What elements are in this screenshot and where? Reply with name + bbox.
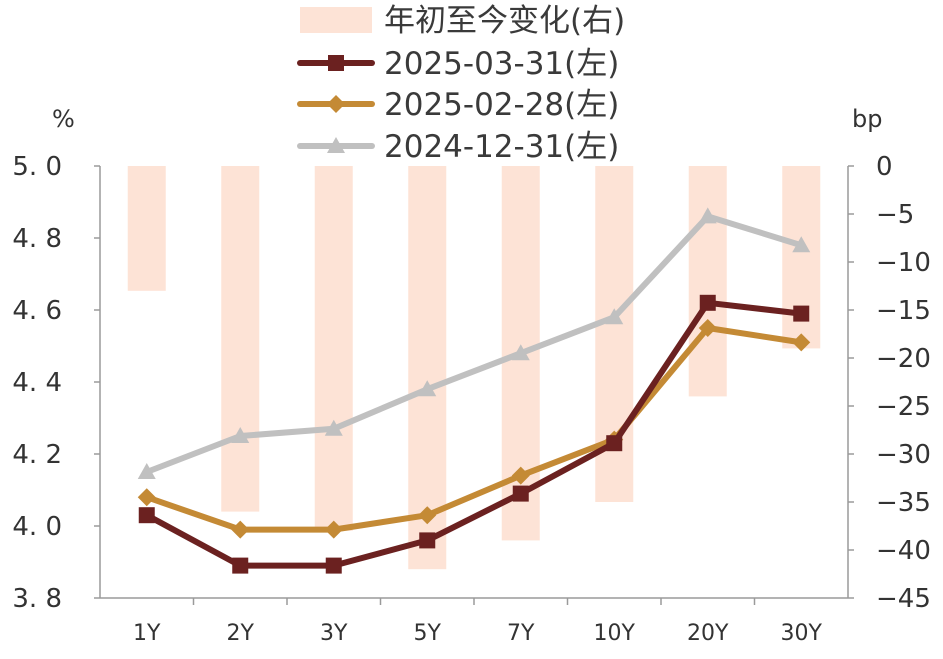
right-tick-label: −25: [876, 392, 931, 422]
right-tick-label: −10: [876, 248, 931, 278]
right-tick-label: −5: [876, 200, 914, 230]
x-tick-label: 20Y: [687, 621, 729, 646]
legend-label: 2024-12-31(左): [384, 129, 619, 165]
point-square-10Y: [606, 435, 623, 452]
point-square-2Y: [232, 557, 249, 574]
legend-label: 年初至今变化(右): [384, 3, 625, 39]
point-triangle-3Y: [324, 419, 343, 436]
left-axis-unit: %: [52, 105, 75, 133]
point-triangle-10Y: [605, 308, 624, 325]
legend-marker-triangle: [327, 137, 345, 153]
bar-20Y: [688, 166, 727, 397]
bar-5Y: [408, 166, 447, 570]
point-square-1Y: [138, 507, 155, 524]
lines-layer: [137, 207, 811, 574]
series-line-triangle: [143, 213, 805, 475]
point-triangle-2Y: [231, 427, 250, 443]
x-tick-label: 30Y: [781, 621, 823, 646]
right-tick-label: −20: [876, 344, 931, 374]
bar-2Y: [221, 166, 260, 512]
right-tick-label: −30: [876, 440, 931, 470]
left-tick-label: 3. 8: [12, 584, 62, 614]
right-tick-label: −15: [876, 296, 931, 326]
point-square-7Y: [512, 485, 529, 502]
left-tick-label: 5. 0: [12, 152, 62, 182]
point-triangle-20Y: [698, 207, 717, 224]
legend-swatch-bar: [300, 7, 372, 33]
point-triangle-1Y: [137, 463, 156, 479]
left-tick-label: 4. 6: [12, 296, 62, 326]
point-square-30Y: [793, 305, 810, 322]
point-square-20Y: [699, 294, 716, 311]
point-triangle-30Y: [792, 236, 811, 253]
legend-label: 2025-03-31(左): [384, 46, 619, 82]
left-tick-label: 4. 2: [12, 440, 62, 470]
legend: 年初至今变化(右) 2025-03-31(左) 2025-02-28(左) 2024-…: [297, 3, 625, 165]
legend-marker-diamond: [327, 95, 345, 113]
labels-layer: 5. 0 4. 8 4. 6 4. 4 4. 2 4. 0 3. 8 0 −5 −10 −15 −20…: [12, 152, 931, 646]
series-line-diamond: [143, 325, 805, 533]
x-tick-label: 10Y: [594, 621, 636, 646]
legend-marker-square: [328, 55, 344, 71]
point-triangle-7Y: [511, 344, 530, 361]
x-tick-label: 1Y: [133, 621, 161, 646]
series-line-square: [143, 299, 805, 569]
point-diamond-20Y: [698, 319, 717, 337]
x-tick-label: 7Y: [507, 621, 535, 646]
axes-layer: [94, 165, 854, 605]
right-axis-unit: bp: [852, 105, 882, 133]
bars-layer: [127, 166, 821, 570]
point-diamond-7Y: [511, 466, 530, 485]
point-diamond-2Y: [231, 520, 250, 539]
left-tick-label: 4. 4: [12, 368, 62, 398]
point-square-3Y: [325, 557, 342, 574]
point-square-5Y: [419, 532, 436, 549]
right-tick-label: −35: [876, 488, 931, 518]
bar-1Y: [127, 166, 166, 291]
point-triangle-5Y: [418, 380, 437, 397]
point-diamond-5Y: [418, 506, 437, 525]
left-tick-label: 4. 0: [12, 512, 62, 542]
right-tick-label: 0: [876, 152, 893, 182]
right-tick-label: −45: [876, 584, 931, 614]
x-tick-label: 5Y: [414, 621, 442, 646]
x-tick-label: 2Y: [227, 621, 255, 646]
point-diamond-1Y: [137, 488, 156, 507]
point-diamond-3Y: [324, 520, 343, 539]
x-tick-label: 3Y: [320, 621, 348, 646]
legend-label: 2025-02-28(左): [384, 87, 619, 123]
right-tick-label: −40: [876, 536, 931, 566]
point-diamond-30Y: [792, 333, 811, 352]
bar-3Y: [314, 166, 353, 531]
left-tick-label: 4. 8: [12, 224, 62, 254]
